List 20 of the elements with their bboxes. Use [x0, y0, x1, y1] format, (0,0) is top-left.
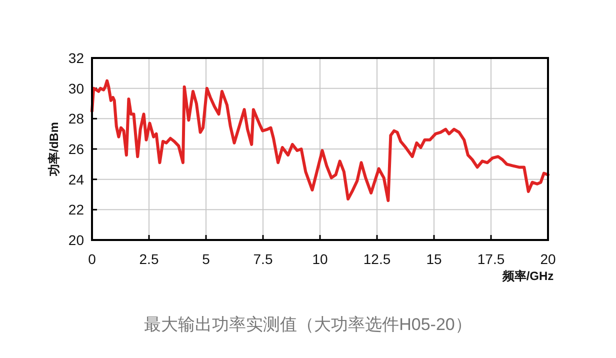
x-tick-label: 5: [202, 251, 210, 267]
x-tick-label: 15: [426, 251, 442, 267]
y-tick-label: 32: [68, 50, 84, 66]
x-tick-label: 0: [88, 251, 96, 267]
y-tick-label: 20: [68, 232, 84, 248]
y-tick-label: 24: [68, 171, 84, 188]
x-tick-label: 20: [540, 251, 556, 267]
y-tick-label: 28: [68, 110, 84, 127]
y-axis-title: 功率/dBm: [47, 122, 61, 177]
x-tick-label: 10: [312, 251, 328, 267]
x-tick-label: 2.5: [139, 251, 159, 267]
x-tick-label: 7.5: [253, 251, 273, 267]
text: 最大输出功率实测值（大功率选件H05-20）: [144, 315, 472, 334]
x-axis-title: 频率/GHz: [501, 269, 554, 283]
y-tick-label: 22: [68, 202, 84, 218]
line-series: [90, 79, 550, 202]
y-tick-label: 30: [68, 80, 84, 96]
y-tick-label: 26: [68, 141, 84, 157]
x-tick-label: 12.5: [363, 251, 391, 267]
x-tick-label: 17.5: [477, 251, 505, 267]
